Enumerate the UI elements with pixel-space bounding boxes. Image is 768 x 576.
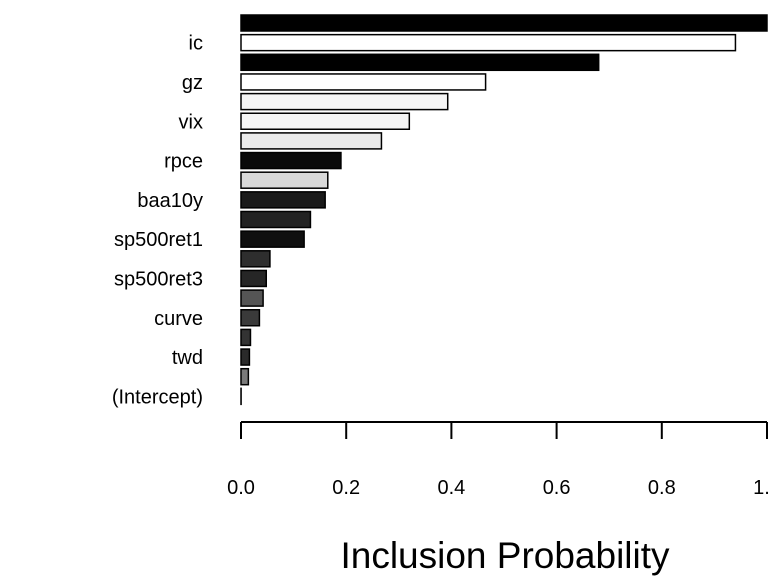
category-label: gz [182,72,203,94]
bar [240,132,383,150]
bar [240,348,251,366]
category-label: twd [172,347,203,369]
category-label: baa10y [137,190,203,212]
bar [240,250,271,268]
category-label: vix [179,111,203,133]
bar [240,269,267,288]
bar [240,33,737,52]
bar [240,230,305,248]
bar [240,367,250,386]
bar [240,53,600,72]
x-tick-label: 0.6 [543,477,571,499]
bar [240,151,342,170]
bar [240,112,411,130]
bar [240,191,326,209]
x-tick-label: 1.0 [753,477,768,499]
bar [240,289,264,307]
category-label: curve [154,308,203,330]
category-label: rpce [164,151,203,173]
bar [240,73,487,91]
category-label: sp500ret1 [114,229,203,251]
category-label: ic [189,33,203,55]
category-label: (Intercept) [112,386,203,408]
bar [240,328,252,347]
category-label: sp500ret3 [114,268,203,290]
x-tick-label: 0.2 [332,477,360,499]
category-labels: ic gz vix rpce baa10y sp500ret1 sp500ret3 curve… [112,33,203,409]
bar [240,92,449,111]
x-tick-label: 0.8 [648,477,676,499]
bars-group [240,14,768,406]
x-axis-title: Inclusion Probability [340,535,670,576]
x-tick-label: 0.4 [437,477,465,499]
bar [240,14,768,32]
bar [240,210,312,229]
bar [240,171,329,189]
x-axis: 0.0 0.2 0.4 0.6 0.8 1.0 [227,421,768,499]
x-tick-label: 0.0 [227,477,255,499]
bar [240,309,261,327]
